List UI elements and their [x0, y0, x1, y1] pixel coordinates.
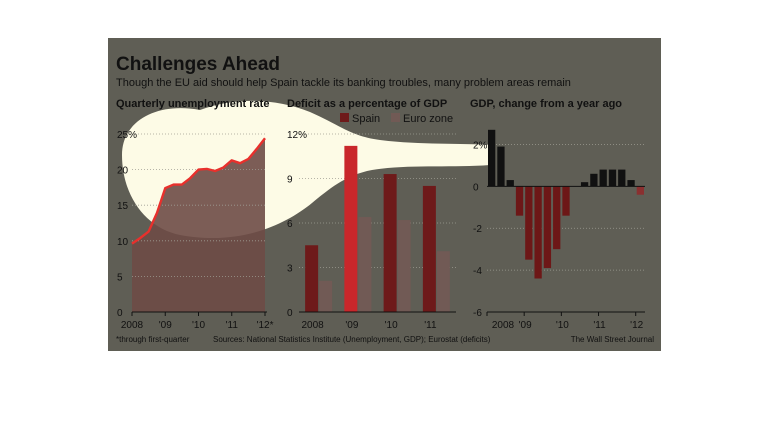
gdp-x-tick: '10 [556, 320, 569, 331]
gdp-bar [580, 182, 589, 187]
deficit-bar-spain [422, 185, 436, 312]
deficit-bar-eurozone [397, 220, 411, 312]
gdp-bar [515, 186, 524, 216]
gdp-x-tick: '11 [593, 320, 606, 331]
unemployment-y-tick: 0 [117, 308, 123, 319]
gdp-bar [618, 169, 626, 187]
unemployment-y-tick: 15 [117, 201, 129, 212]
unemployment-x-tick: 2008 [121, 320, 144, 331]
gdp-chart: 2% 0 -2 -4 -6 2008 '09 '10 '11 '12 [473, 129, 645, 331]
unemployment-x-tick: '12* [257, 320, 274, 331]
deficit-chart: 12% 9 6 3 0 2008 '09 '10 '11 [287, 130, 456, 331]
gdp-bar [525, 186, 533, 260]
chart-title: Challenges Ahead [116, 54, 280, 75]
deficit-x-tick: '11 [424, 320, 437, 331]
gdp-bar [534, 186, 542, 279]
gdp-title: GDP, change from a year ago [470, 98, 622, 110]
deficit-x-tick: 2008 [302, 320, 325, 331]
deficit-title: Deficit as a percentage of GDP [287, 98, 447, 110]
unemployment-y-tick: 5 [117, 272, 123, 283]
unemployment-y-tick: 20 [117, 166, 129, 177]
gdp-x-tick: '12 [630, 320, 643, 331]
unemployment-area [132, 138, 265, 312]
deficit-y-tick: 12% [287, 130, 307, 141]
gdp-bar [488, 129, 496, 187]
deficit-y-tick: 0 [287, 308, 293, 319]
deficit-bar-spain [383, 174, 397, 312]
credit: The Wall Street Journal [571, 335, 655, 344]
gdp-x-tick: 2008 [492, 320, 515, 331]
gdp-y-tick: 2% [473, 140, 488, 151]
deficit-x-tick: '09 [345, 320, 358, 331]
legend-swatch-spain [340, 113, 349, 122]
legend-swatch-eurozone [391, 113, 400, 122]
gdp-y-tick: 0 [473, 182, 479, 193]
deficit-y-tick: 9 [287, 175, 293, 186]
gdp-bar [562, 186, 570, 216]
deficit-bar-spain [305, 245, 319, 312]
gdp-bar [506, 180, 514, 187]
unemployment-x-tick: '10 [192, 320, 205, 331]
deficit-bar-eurozone [358, 217, 372, 312]
gdp-bar [543, 186, 552, 269]
legend-label-eurozone: Euro zone [403, 113, 453, 125]
gdp-bar [553, 186, 561, 250]
gdp-y-tick: -2 [473, 224, 482, 235]
sources: Sources: National Statistics Institute (… [213, 335, 491, 344]
footnote: *through first-quarter [116, 335, 190, 344]
unemployment-title: Quarterly unemployment rate [116, 98, 269, 110]
unemployment-y-tick: 25% [117, 130, 137, 141]
deficit-bar-eurozone [319, 280, 333, 312]
gdp-y-tick: -6 [473, 308, 482, 319]
gdp-bar [590, 173, 598, 187]
gdp-bar [599, 169, 607, 187]
gdp-y-tick: -4 [473, 266, 482, 277]
deficit-y-tick: 3 [287, 264, 293, 275]
gdp-x-tick: '09 [519, 320, 532, 331]
deficit-bar-eurozone [436, 251, 450, 312]
gdp-bar [497, 146, 505, 187]
deficit-bar-spain [344, 145, 358, 312]
gdp-bar [627, 180, 635, 187]
unemployment-x-tick: '11 [226, 320, 239, 331]
unemployment-y-tick: 10 [117, 237, 129, 248]
gdp-bar [608, 169, 617, 187]
chart-subtitle: Though the EU aid should help Spain tack… [116, 77, 571, 89]
unemployment-line [131, 137, 266, 245]
deficit-x-tick: '10 [385, 320, 398, 331]
unemployment-x-tick: '09 [159, 320, 172, 331]
legend-label-spain: Spain [352, 113, 380, 125]
gdp-bar [636, 186, 644, 195]
deficit-y-tick: 6 [287, 219, 293, 230]
